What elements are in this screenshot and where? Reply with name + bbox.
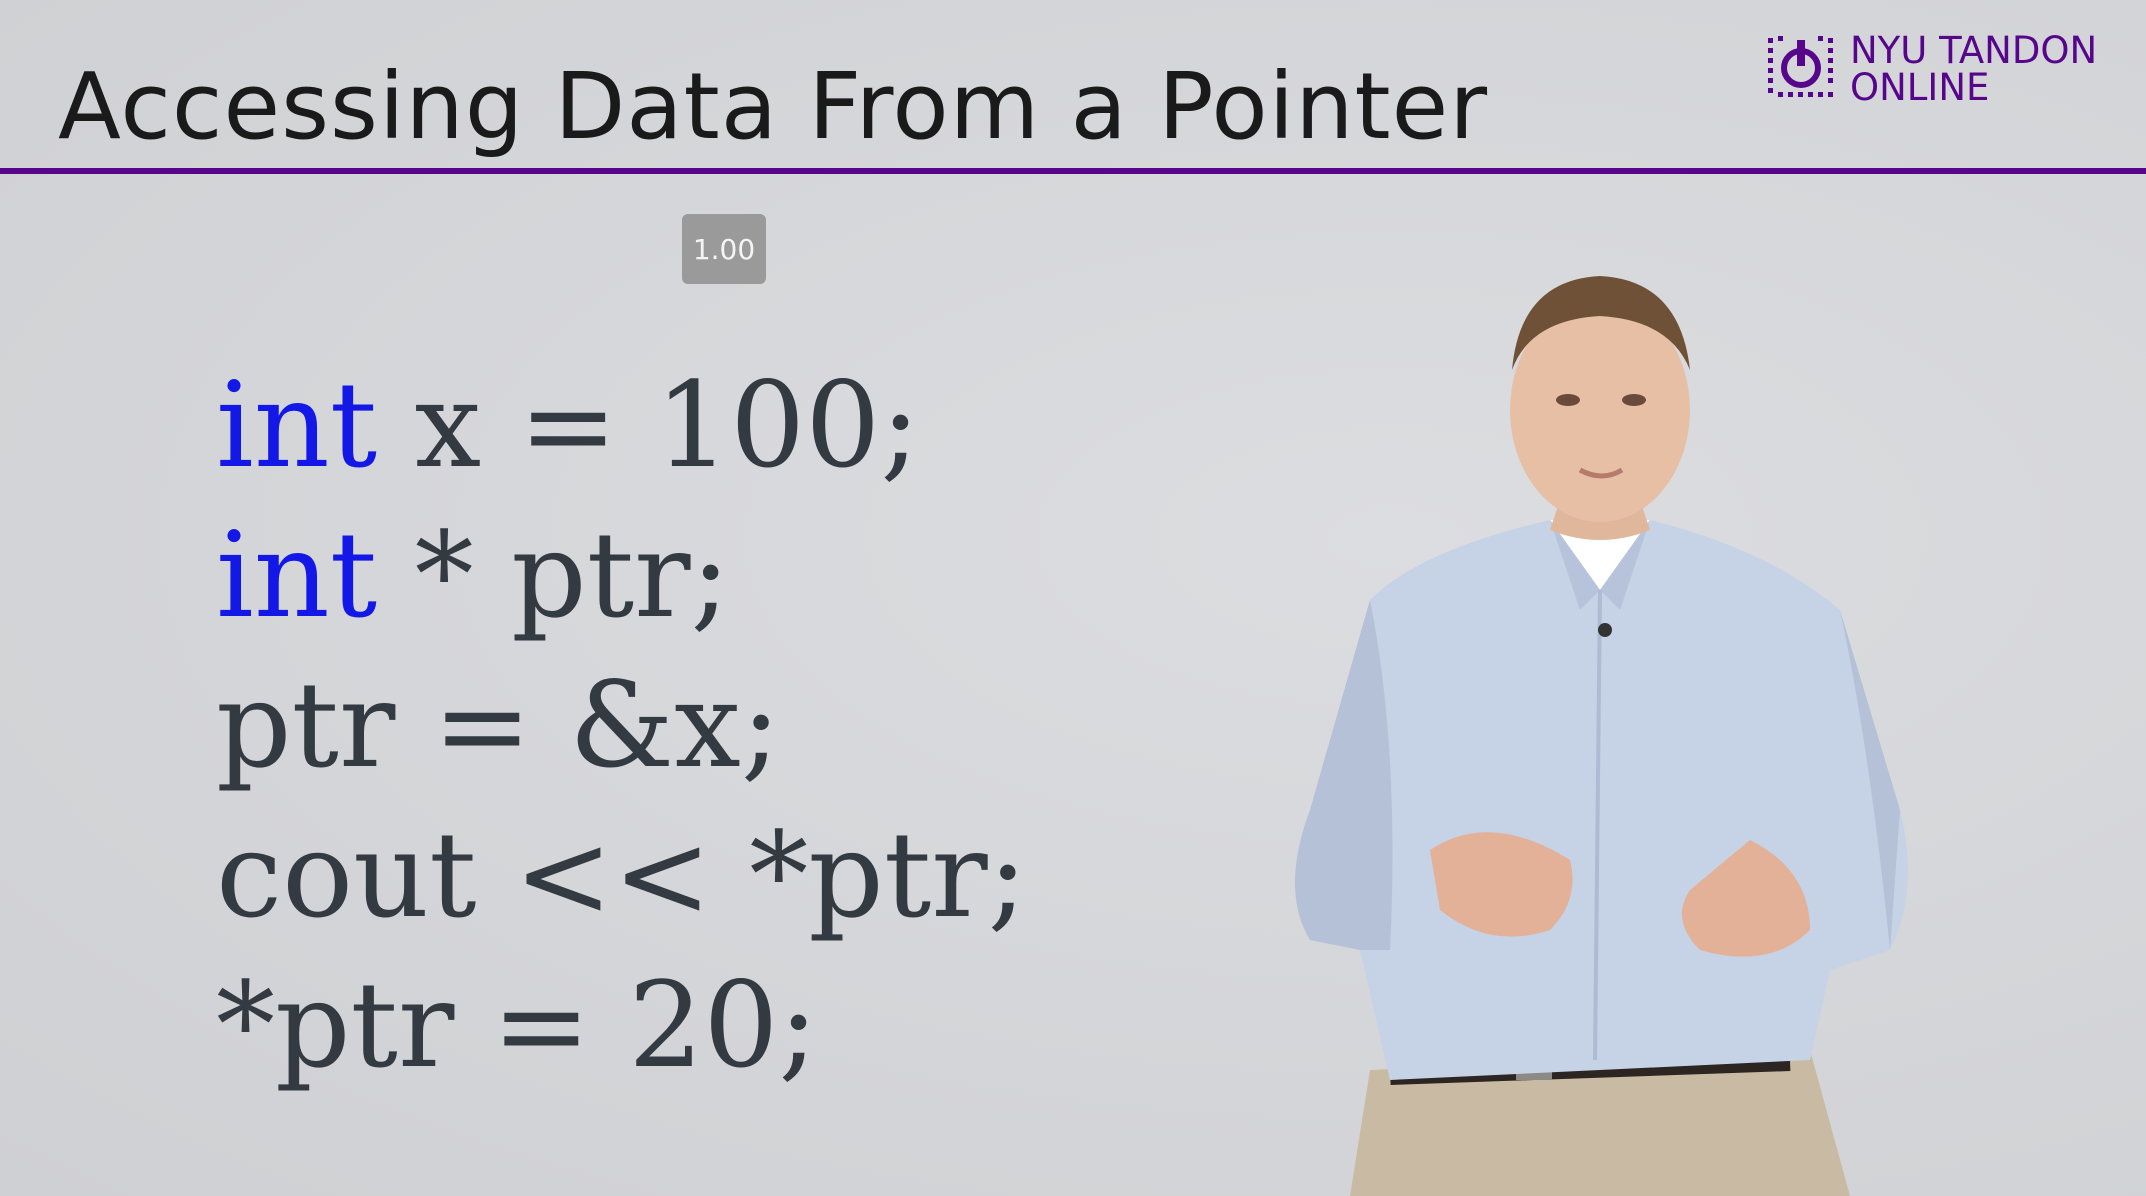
nyu-tandon-logo: NYU TANDON ONLINE [1766,32,2118,106]
title-divider [0,168,2146,174]
logo-text: NYU TANDON ONLINE [1850,32,2097,106]
code-line-5: *ptr = 20; [216,950,1027,1100]
code-block: int x = 100; int * ptr; ptr = &x; cout << *… [216,350,1027,1100]
code-text: ptr = &x; [216,656,781,794]
code-keyword: int [216,356,378,494]
code-text: *ptr = 20; [216,956,819,1094]
code-keyword: int [216,506,378,644]
playback-rate-badge[interactable]: 1.00 [682,214,766,284]
slide-title: Accessing Data From a Pointer [58,53,1489,160]
code-text: x = 100; [377,356,921,494]
code-line-2: int * ptr; [216,500,1027,650]
code-line-4: cout << *ptr; [216,800,1027,950]
logo-line-1: NYU TANDON [1850,29,2098,72]
logo-line-2: ONLINE [1850,66,1990,109]
code-text: * ptr; [377,506,731,644]
nyu-torch-icon [1768,36,1833,97]
presenter-image [1295,276,1908,1196]
code-line-3: ptr = &x; [216,650,1027,800]
code-text: cout << *ptr; [216,806,1028,944]
code-line-1: int x = 100; [216,350,1027,500]
